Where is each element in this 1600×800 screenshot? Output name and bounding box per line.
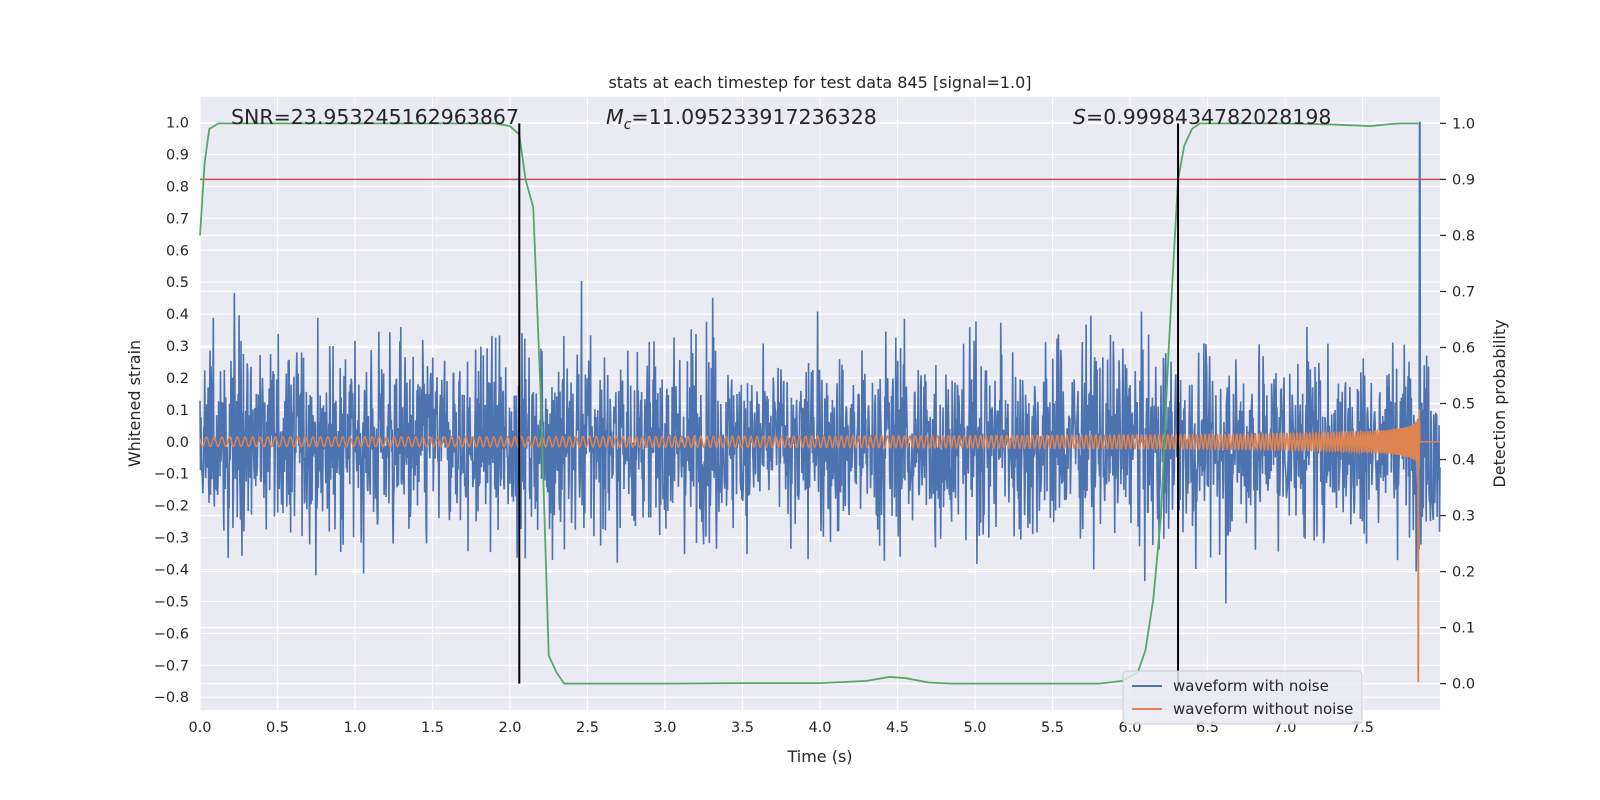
y-tick-label-left: 0.5 — [166, 275, 189, 291]
y-axis-label-right: Detection probability — [1490, 319, 1509, 487]
x-tick-label: 2.0 — [498, 720, 521, 736]
y-tick-label-right: 0.5 — [1452, 397, 1475, 413]
y-tick-label-left: 0.6 — [166, 243, 189, 259]
y-tick-label-left: 0.8 — [166, 179, 189, 195]
y-tick-label-left: −0.4 — [154, 563, 189, 579]
chirp-mass-value: =11.095233917236328 — [631, 105, 876, 129]
y-tick-label-left: −0.5 — [154, 594, 189, 610]
y-tick-label-right: 1.0 — [1452, 116, 1475, 132]
y-tick-label-right: 0.2 — [1452, 565, 1475, 581]
x-tick-label: 1.0 — [343, 720, 366, 736]
x-tick-label: 3.0 — [653, 720, 676, 736]
series-waveform-with-noise — [199, 121, 1441, 604]
y-tick-label-right: 0.8 — [1452, 228, 1475, 244]
y-tick-label-left: 0.2 — [166, 371, 189, 387]
x-tick-label: 1.5 — [421, 720, 444, 736]
y-tick-label-right: 0.3 — [1452, 509, 1475, 525]
x-tick-label: 0.0 — [188, 720, 211, 736]
significance-symbol: S — [1073, 105, 1086, 129]
x-tick-label: 5.5 — [1041, 720, 1064, 736]
series-waveform-without-noise — [199, 409, 1440, 683]
axis-ticks: 0.0 0.5 1.0 1.5 2.0 2.5 3.0 3.5 4.0 4.5 5.0 5.5 6.0 6… — [154, 116, 1475, 736]
chirp-mass-annotation: Mc=11.095233917236328 — [606, 105, 877, 133]
legend-label-waveform-without-noise: waveform without noise — [1173, 700, 1353, 718]
chirp-mass-symbol: M — [606, 105, 624, 129]
significance-value: =0.9998434782028198 — [1086, 105, 1331, 129]
y-tick-label-right: 0.9 — [1452, 172, 1475, 188]
chirp-mass-subscript: c — [624, 117, 632, 133]
y-tick-label-right: 0.0 — [1452, 677, 1475, 693]
y-tick-label-left: −0.2 — [154, 499, 189, 515]
x-tick-label: 4.5 — [886, 720, 909, 736]
y-tick-label-left: 0.9 — [166, 147, 189, 163]
legend: waveform with noise waveform without noi… — [1122, 670, 1363, 725]
y-axis-label-left: Whitened strain — [125, 340, 144, 467]
y-tick-label-left: −0.3 — [154, 531, 189, 547]
x-tick-label: 4.0 — [808, 720, 831, 736]
x-axis-label: Time (s) — [786, 747, 852, 766]
snr-annotation: SNR=23.953245162963867 — [231, 105, 519, 129]
series-detection-probability — [199, 122, 1419, 685]
y-tick-label-left: −0.8 — [154, 690, 189, 706]
series-layer — [199, 121, 1441, 685]
vertical-markers — [518, 123, 1180, 684]
y-tick-label-right: 0.6 — [1452, 340, 1475, 356]
chart-title: stats at each timestep for test data 845… — [608, 73, 1031, 92]
legend-label-waveform-with-noise: waveform with noise — [1173, 677, 1329, 695]
y-tick-label-left: −0.1 — [154, 467, 189, 483]
y-tick-label-right: 0.1 — [1452, 621, 1475, 637]
y-tick-label-left: 0.7 — [166, 211, 189, 227]
y-tick-label-left: 0.1 — [166, 403, 189, 419]
y-tick-label-right: 0.7 — [1452, 284, 1475, 300]
y-tick-label-left: 0.0 — [166, 435, 189, 451]
legend-box — [1122, 670, 1363, 725]
y-tick-label-left: 0.4 — [166, 307, 189, 323]
significance-annotation: S=0.9998434782028198 — [1073, 105, 1331, 129]
y-tick-label-right: 0.4 — [1452, 453, 1475, 469]
x-tick-label: 5.0 — [963, 720, 986, 736]
y-tick-label-left: −0.7 — [154, 658, 189, 674]
x-tick-label: 0.5 — [266, 720, 289, 736]
x-tick-label: 3.5 — [731, 720, 754, 736]
y-tick-label-left: −0.6 — [154, 626, 189, 642]
x-tick-label: 2.5 — [576, 720, 599, 736]
y-tick-label-left: 1.0 — [166, 116, 189, 132]
y-tick-label-left: 0.3 — [166, 339, 189, 355]
